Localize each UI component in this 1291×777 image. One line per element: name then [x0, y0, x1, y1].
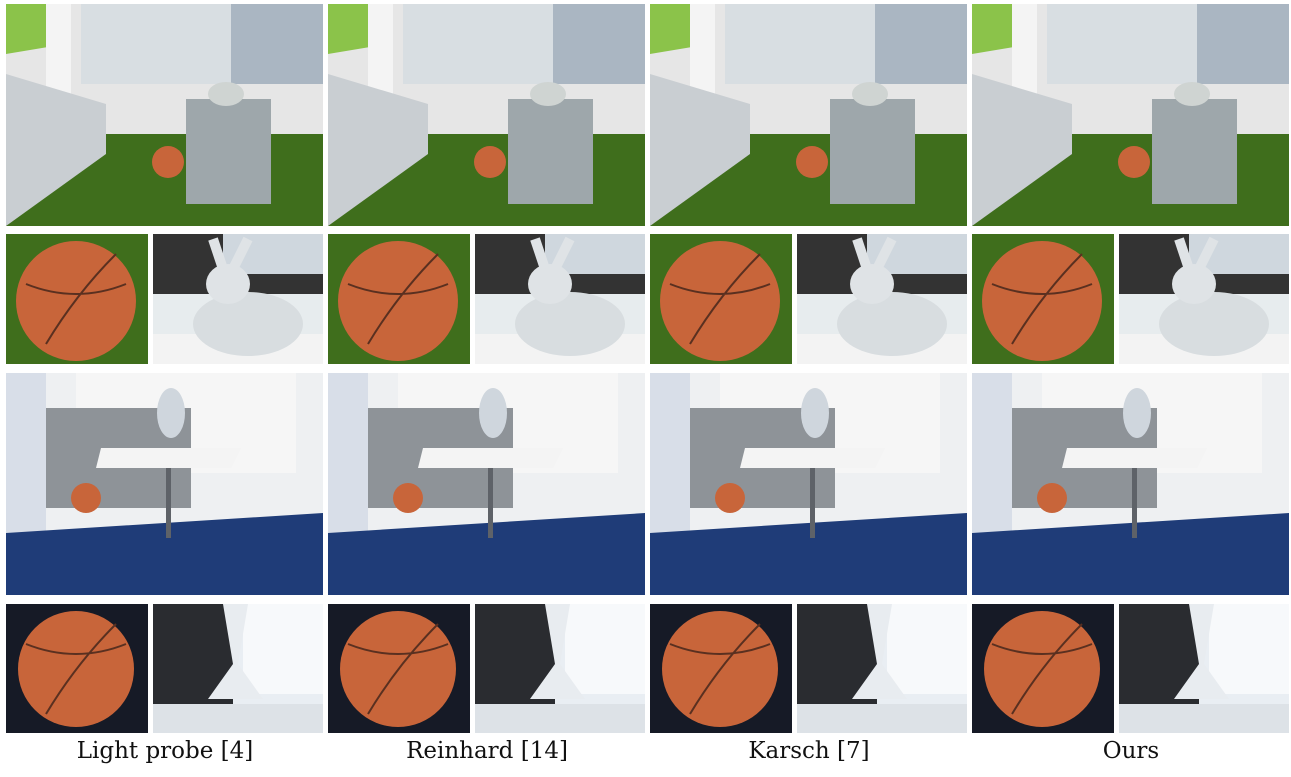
ball-closeup-scene2-col2 [328, 604, 470, 733]
caption-reinhard: Reinhard [14] [406, 738, 568, 764]
caption-ours: Ours [1102, 738, 1160, 764]
scene2-col2 [328, 373, 645, 595]
vase-closeup-col4 [1119, 604, 1289, 733]
scene1-col2 [328, 4, 645, 226]
vase-closeup-col2 [475, 604, 645, 733]
scene2-col1 [6, 373, 323, 595]
vase-closeup-col3 [797, 604, 967, 733]
ball-closeup-scene2-col3 [650, 604, 792, 733]
ball-closeup-scene2-col1 [6, 604, 148, 733]
ball-closeup-scene1-col3 [650, 234, 792, 364]
vase-closeup-col1 [153, 604, 323, 733]
ball-closeup-scene1-col4 [972, 234, 1114, 364]
ball-closeup-scene2-col4 [972, 604, 1114, 733]
ball-closeup-scene1-col1 [6, 234, 148, 364]
bunny-closeup-col1 [153, 234, 323, 364]
bunny-closeup-col4 [1119, 234, 1289, 364]
scene1-col3 [650, 4, 967, 226]
bunny-closeup-col3 [797, 234, 967, 364]
scene1-col1 [6, 4, 323, 226]
scene2-col3 [650, 373, 967, 595]
ball-closeup-scene1-col2 [328, 234, 470, 364]
caption-karsch: Karsch [7] [748, 738, 870, 764]
bunny-closeup-col2 [475, 234, 645, 364]
scene2-col4 [972, 373, 1289, 595]
scene1-col4 [972, 4, 1289, 226]
caption-light-probe: Light probe [4] [76, 738, 254, 764]
